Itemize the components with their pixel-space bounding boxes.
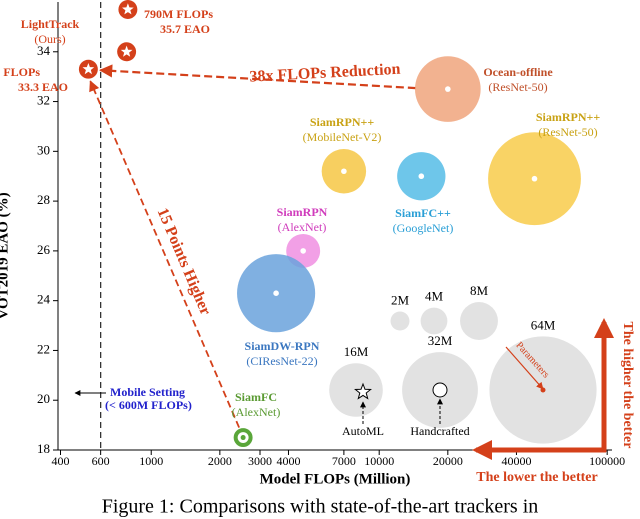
series-label: SiamRPN++: [310, 115, 375, 129]
bubble-center: [418, 173, 425, 180]
x-tick-label: 7000: [332, 454, 356, 468]
x-tick-label: 100000: [589, 454, 625, 468]
x-axis-title: Model FLOPs (Million): [260, 471, 411, 487]
x-tick-label: 4000: [276, 454, 300, 468]
series-backbone: (AlexNet): [278, 220, 327, 234]
series-label: SiamFC: [235, 390, 277, 404]
x-tick-label: 2000: [208, 454, 232, 468]
bubble-center: [445, 86, 451, 92]
y-tick-label: 32: [37, 93, 50, 108]
series-label: LightTrack: [21, 17, 80, 31]
y-tick-label: 34: [37, 43, 51, 58]
y-tick-label: 20: [37, 391, 50, 406]
x-tick-label: 400: [52, 454, 70, 468]
series-backbone: (ResNet-50): [538, 125, 597, 139]
size-legend-label: 2M: [391, 293, 410, 308]
x-tick-label: 3000: [248, 454, 272, 468]
x-tick-label: 600: [92, 454, 110, 468]
automl-label: AutoML: [342, 424, 384, 438]
series-label: SiamFC++: [395, 206, 451, 220]
series-backbone: (MobileNet-V2): [303, 130, 382, 144]
x-tick-label: 10000: [364, 454, 394, 468]
higher-label: 15 Points Higher: [154, 206, 214, 318]
bubble-star: [122, 3, 134, 15]
x-tick-label: 40000: [501, 454, 531, 468]
bubble-center: [341, 168, 347, 175]
series-label: SiamRPN: [277, 205, 328, 219]
lower-better-label: The lower the better: [476, 470, 597, 485]
handcrafted-circle: [432, 382, 448, 398]
size-legend-bubble: [460, 302, 498, 340]
mobile-label: Mobile Setting: [110, 385, 185, 399]
series-label: SiamRPN++: [536, 110, 601, 124]
bubble-star: [82, 63, 95, 75]
reduction-arrow: [99, 64, 416, 90]
bubble-star: [120, 45, 133, 57]
handcrafted-label: Handcrafted: [410, 424, 469, 438]
series-backbone: (ResNet-50): [488, 80, 547, 94]
bubble-center: [300, 248, 306, 254]
size-legend-bubble: [420, 307, 448, 335]
bubble-center: [273, 290, 279, 297]
size-legend-label: 4M: [425, 289, 444, 304]
bubble-center: [240, 435, 246, 441]
x-tick-label: 20000: [433, 454, 463, 468]
x-tick-label: 1000: [139, 454, 163, 468]
point-x-label: 790M FLOPs: [144, 7, 213, 21]
point-value-label: 35.7 EAO: [160, 22, 210, 36]
higher-better-label: The higher the better: [620, 322, 635, 449]
series-backbone: (CIResNet-22): [246, 354, 317, 368]
series-label: Ocean-offline: [483, 65, 553, 79]
series-backbone: (GoogleNet): [393, 221, 454, 235]
point-x-label: 530M FLOPs: [0, 65, 40, 79]
bubble-center: [531, 175, 538, 182]
size-legend-label: 8M: [470, 283, 489, 298]
y-tick-label: 30: [37, 142, 50, 157]
y-tick-label: 26: [37, 242, 51, 257]
y-tick-label: 18: [37, 441, 50, 456]
automl-star: [354, 382, 372, 400]
size-legend-bubble: [390, 311, 410, 331]
size-legend-label: 32M: [428, 333, 453, 348]
parameters-dot: [540, 387, 546, 393]
series-backbone: (Ours): [34, 32, 65, 46]
mobile-note: (< 600M FLOPs): [105, 398, 192, 412]
y-tick-label: 24: [37, 292, 51, 307]
caption: Figure 1: Comparisons with state-of-the-…: [102, 496, 539, 518]
size-legend-label: 16M: [344, 344, 369, 359]
higher-arrow: [89, 80, 240, 428]
point-value-label: 33.3 EAO: [18, 80, 68, 94]
y-tick-label: 28: [37, 192, 50, 207]
parameters-arrow: [505, 346, 544, 390]
series-label: SiamDW-RPN: [245, 339, 320, 353]
size-legend-label: 64M: [531, 317, 556, 332]
y-tick-label: 22: [37, 341, 50, 356]
series-backbone: (AlexNet): [232, 405, 281, 419]
y-axis-title: VOT2019 EAO (%): [0, 192, 11, 319]
